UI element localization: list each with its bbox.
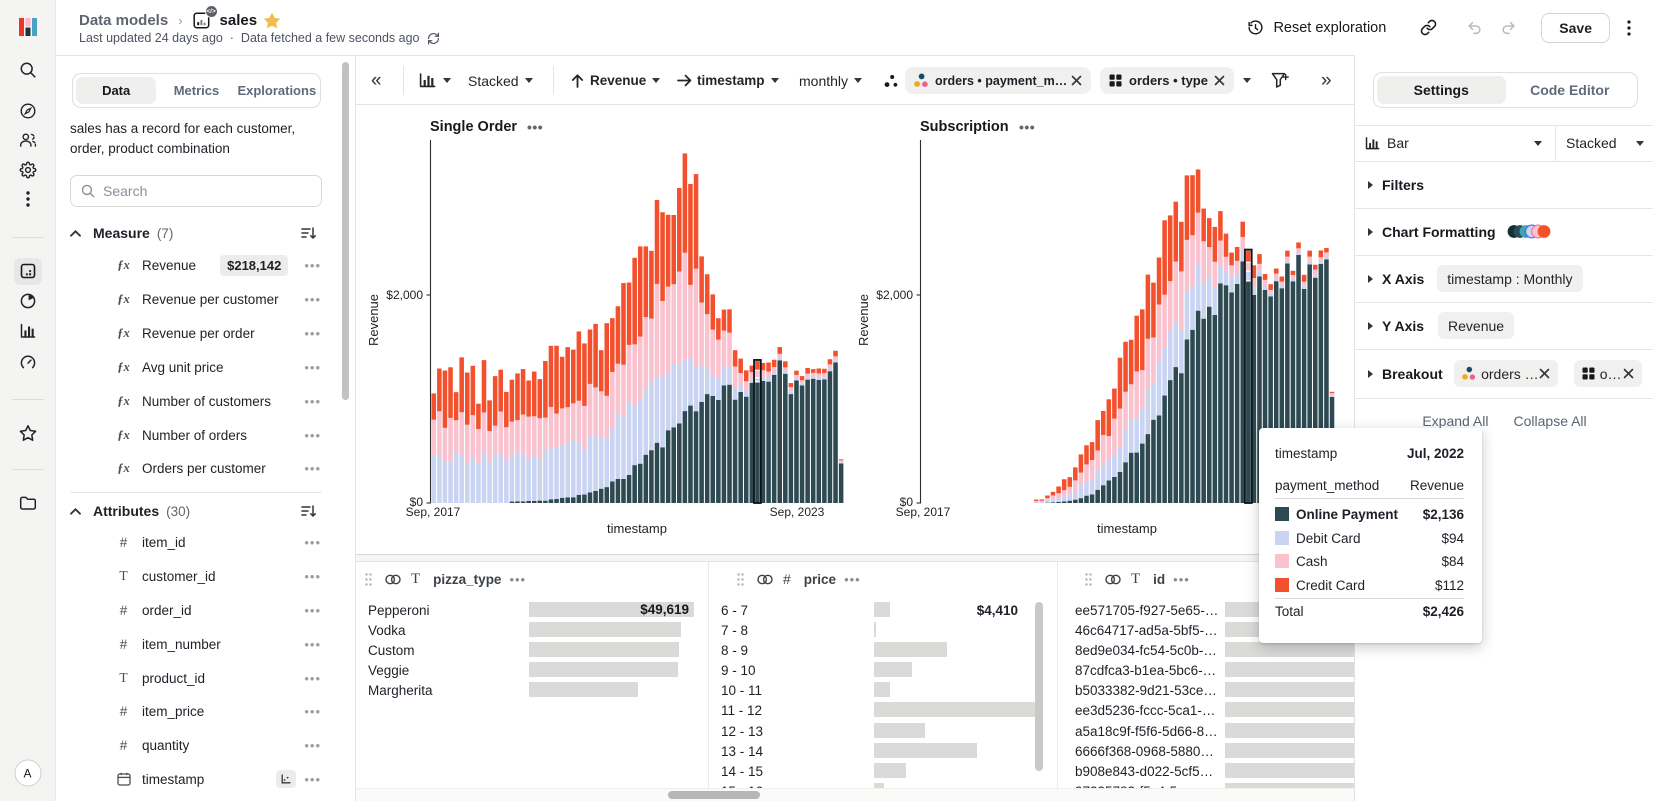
- svg-text:Sep, 2023: Sep, 2023: [770, 505, 825, 519]
- svg-text:$0: $0: [410, 495, 424, 509]
- svg-text:timestamp: timestamp: [1097, 521, 1157, 536]
- svg-text:Sep, 2017: Sep, 2017: [896, 505, 951, 519]
- svg-text:$0: $0: [900, 495, 914, 509]
- svg-text:Revenue: Revenue: [856, 294, 871, 346]
- svg-text:Sep, 2017: Sep, 2017: [406, 505, 461, 519]
- svg-text:$2,000: $2,000: [876, 288, 913, 302]
- svg-text:$2,000: $2,000: [386, 288, 423, 302]
- svg-text:Revenue: Revenue: [366, 294, 381, 346]
- svg-text:timestamp: timestamp: [607, 521, 667, 536]
